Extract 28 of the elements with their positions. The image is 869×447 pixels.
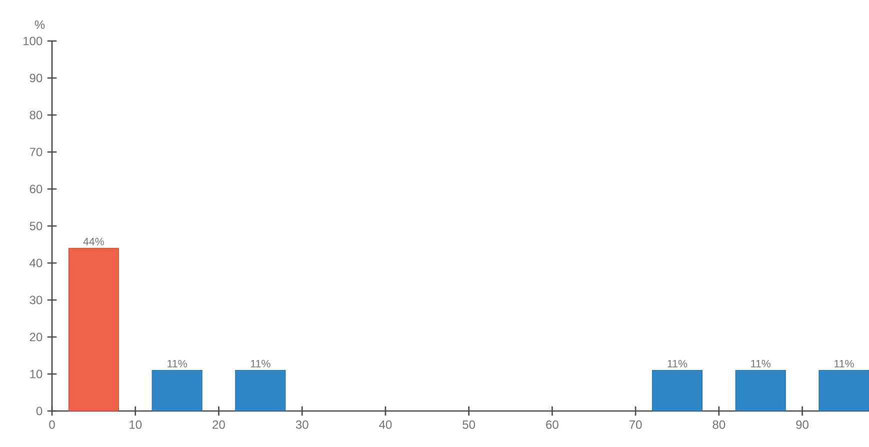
y-tick-label: 10 <box>30 370 42 378</box>
data-label: 44% <box>83 238 104 246</box>
y-tick-label: 40 <box>30 258 42 268</box>
x-tick-label: 50 <box>462 420 476 429</box>
x-tick-label: 70 <box>629 420 642 429</box>
y-tick-label: 100 <box>24 36 42 46</box>
y-tick-label: 80 <box>30 110 42 120</box>
y-tick-label: 50 <box>30 222 42 230</box>
x-tick-label: 40 <box>379 420 392 429</box>
x-tick-label: 30 <box>296 420 308 429</box>
y-tick-label: 0 <box>36 406 42 416</box>
y-tick-label: 60 <box>30 184 42 194</box>
x-tick-label: 80 <box>712 420 726 429</box>
y-axis-title: % <box>34 20 45 29</box>
data-label: 11% <box>834 360 854 368</box>
x-tick-label: 90 <box>796 420 808 429</box>
y-tick-label: 90 <box>30 74 42 82</box>
data-label: 11% <box>250 360 270 368</box>
x-tick-label: 10 <box>130 420 142 429</box>
data-label: 11% <box>168 360 187 368</box>
data-label: 11% <box>668 360 688 368</box>
y-tick-label: 70 <box>30 148 42 156</box>
x-tick-label: 0 <box>49 420 55 429</box>
y-tick-label: 30 <box>30 296 42 304</box>
x-tick-label: 60 <box>546 420 558 429</box>
y-tick-label: 20 <box>30 332 42 342</box>
x-tick-label: 20 <box>212 420 225 429</box>
data-label: 11% <box>751 360 770 368</box>
